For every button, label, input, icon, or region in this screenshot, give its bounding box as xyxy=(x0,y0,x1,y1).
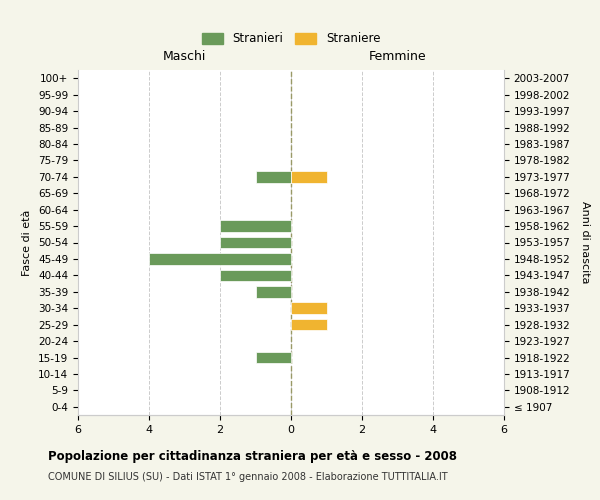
Bar xyxy=(291,302,326,314)
Y-axis label: Fasce di età: Fasce di età xyxy=(22,210,32,276)
Bar xyxy=(220,220,291,232)
Bar xyxy=(220,270,291,281)
Text: COMUNE DI SILIUS (SU) - Dati ISTAT 1° gennaio 2008 - Elaborazione TUTTITALIA.IT: COMUNE DI SILIUS (SU) - Dati ISTAT 1° ge… xyxy=(48,472,448,482)
Text: Popolazione per cittadinanza straniera per età e sesso - 2008: Popolazione per cittadinanza straniera p… xyxy=(48,450,457,463)
Bar xyxy=(256,352,291,363)
Legend: Stranieri, Straniere: Stranieri, Straniere xyxy=(197,28,385,50)
Text: Maschi: Maschi xyxy=(163,50,206,63)
Bar xyxy=(220,237,291,248)
Bar xyxy=(291,171,326,182)
Y-axis label: Anni di nascita: Anni di nascita xyxy=(580,201,590,284)
Bar xyxy=(291,319,326,330)
Text: Femmine: Femmine xyxy=(368,50,427,63)
Bar xyxy=(149,253,291,264)
Bar xyxy=(256,171,291,182)
Bar xyxy=(256,286,291,298)
